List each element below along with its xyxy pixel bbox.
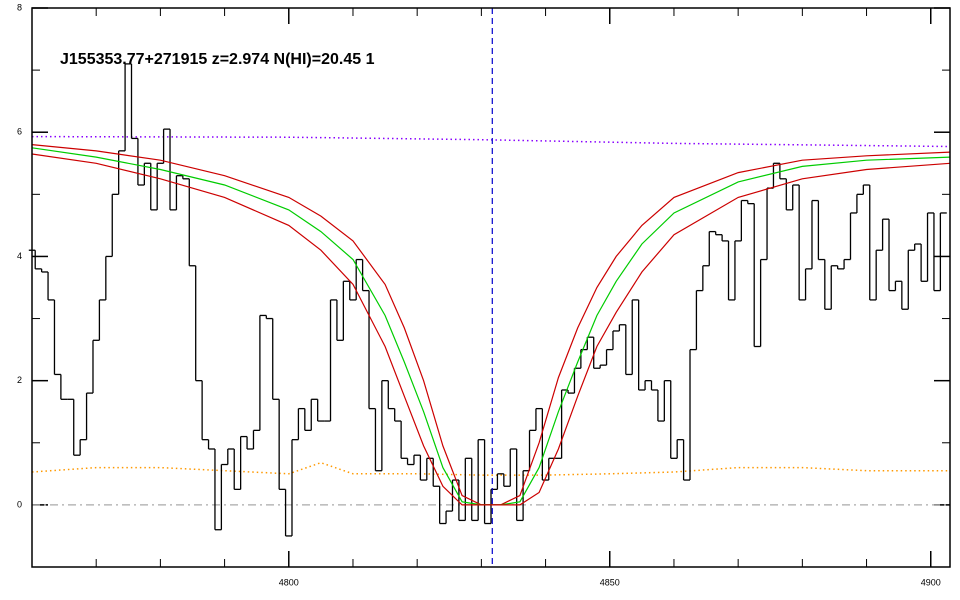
x-tick-label: 4800: [279, 577, 299, 587]
y-tick-label: 8: [17, 2, 22, 12]
x-tick-label: 4850: [600, 577, 620, 587]
series-line: [31, 461, 950, 476]
y-tick-label: 4: [17, 251, 22, 261]
series-line: [31, 153, 951, 506]
plot-frame: [31, 7, 951, 568]
chart-title: J155353.77+271915 z=2.974 N(HI)=20.45 1: [60, 51, 375, 68]
y-tick-label: 2: [17, 375, 22, 385]
x-tick-label: 4900: [921, 577, 941, 587]
y-tick-label: 0: [17, 499, 22, 509]
series-line: [31, 135, 951, 148]
y-tick-label: 6: [17, 127, 22, 137]
